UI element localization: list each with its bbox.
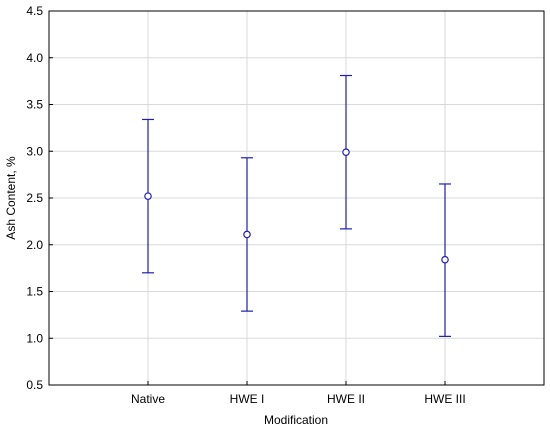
y-tick-label: 2.5 [26,191,43,205]
y-tick-label: 3.0 [26,144,43,158]
y-tick-label: 1.5 [26,285,43,299]
y-tick-label: 3.5 [26,98,43,112]
x-axis-title: Modification [264,413,328,427]
y-tick-label: 0.5 [26,378,43,392]
y-tick-label: 4.5 [26,4,43,18]
mean-point [243,230,251,239]
x-tick-label: HWE II [327,392,365,406]
y-tick-label: 4.0 [26,51,43,65]
x-tick-label: HWE III [424,392,465,406]
x-tick-label: Native [131,392,165,406]
y-axis-title: Ash Content, % [4,156,18,240]
mean-point [441,255,449,264]
y-tick-label: 2.0 [26,238,43,252]
x-tick-label: HWE I [230,392,265,406]
mean-point [144,192,152,200]
data-series [142,74,451,337]
axis-ticks: 0.5 1.0 1.5 2.0 2.5 3.0 3.5 4.0 4.5 Native HWE I HW… [26,4,465,406]
y-tick-label: 1.0 [26,331,43,345]
mean-point [342,148,350,156]
